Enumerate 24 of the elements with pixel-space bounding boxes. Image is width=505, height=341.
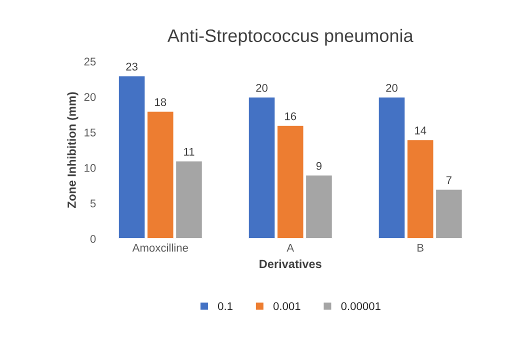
data-label: 18 <box>155 98 166 106</box>
y-tick-label: 15 <box>84 128 96 136</box>
data-label: 16 <box>285 112 296 120</box>
data-label: 14 <box>415 126 426 134</box>
data-label: 11 <box>184 148 194 156</box>
legend-label: 0.001 <box>273 302 300 310</box>
y-axis-title: Zone Inhibition (mm) <box>67 92 78 208</box>
y-tick-label: 25 <box>84 58 96 66</box>
data-label: 9 <box>316 162 322 170</box>
data-label: 20 <box>386 84 398 92</box>
y-tick-label: 20 <box>84 93 96 101</box>
chart-title: Anti-Streptococcus pneumonia <box>167 28 414 46</box>
x-axis-title: Derivatives <box>260 259 322 268</box>
legend-label: 0.1 <box>218 302 232 310</box>
y-tick-label: 0 <box>90 234 96 243</box>
x-tick-label: Amoxcilline <box>132 244 188 252</box>
data-label: 20 <box>256 84 268 92</box>
y-tick-label: 5 <box>90 200 96 208</box>
y-tick-label: 10 <box>84 164 96 172</box>
legend-label: 0.00001 <box>341 302 380 310</box>
x-tick-label: B <box>418 244 424 252</box>
x-tick-label: A <box>286 244 294 252</box>
data-label: 23 <box>126 62 138 71</box>
data-label: 7 <box>446 176 452 184</box>
